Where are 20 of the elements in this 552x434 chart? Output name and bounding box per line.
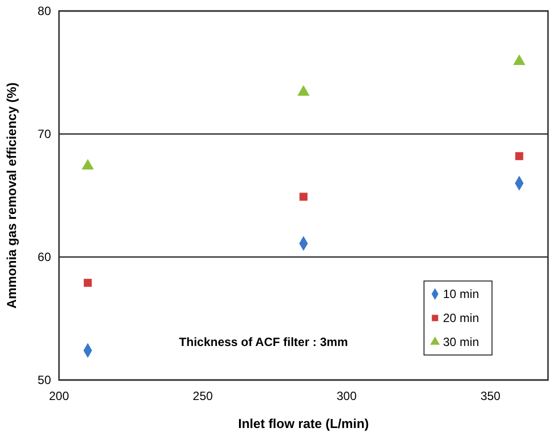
point bbox=[82, 158, 94, 170]
point bbox=[297, 85, 310, 96]
legend-label: 10 min bbox=[443, 287, 480, 301]
point bbox=[84, 278, 92, 287]
y-tick-label: 50 bbox=[38, 373, 52, 387]
annotation: Thickness of ACF filter : 3mm bbox=[179, 335, 348, 349]
y-tick-label: 80 bbox=[38, 4, 52, 18]
y-tick-label: 60 bbox=[38, 250, 52, 264]
x-tick-label: 250 bbox=[192, 389, 214, 403]
x-tick-label: 350 bbox=[480, 389, 501, 403]
legend-label: 30 min bbox=[443, 335, 480, 349]
point bbox=[513, 54, 526, 65]
y-tick-label: 70 bbox=[38, 127, 52, 141]
x-tick-label: 300 bbox=[336, 389, 357, 403]
point bbox=[300, 192, 308, 201]
y-axis-title: Ammonia gas removal efficiency (%) bbox=[4, 82, 19, 309]
x-tick-label: 200 bbox=[48, 389, 70, 403]
point bbox=[515, 152, 524, 160]
legend-label: 20 min bbox=[443, 311, 480, 325]
x-axis-title: Inlet flow rate (L/min) bbox=[238, 416, 369, 431]
